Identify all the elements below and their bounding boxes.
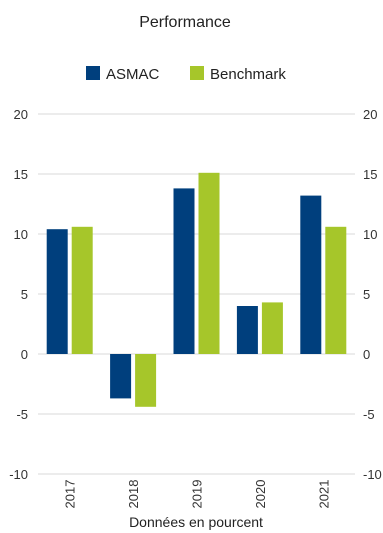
- bar-benchmark-2021: [325, 226, 347, 354]
- bar-benchmark-2017: [71, 226, 93, 354]
- legend-swatch-asmac: [86, 66, 100, 80]
- y-tick-label-right: 20: [363, 107, 377, 122]
- x-tick-label: 2019: [190, 480, 205, 509]
- y-tick-label-left: -5: [16, 407, 28, 422]
- legend-label-asmac: ASMAC: [106, 66, 160, 83]
- legend-swatch-benchmark: [190, 66, 204, 80]
- bar-benchmark-2020: [261, 302, 283, 354]
- y-axis-right: -10 -5 0 5 10 15 20: [363, 107, 382, 482]
- x-axis-label: Données en pourcent: [129, 514, 263, 530]
- x-tick-label: 2021: [316, 480, 331, 509]
- x-tick-label: 2017: [63, 480, 78, 509]
- chart-title: Performance: [139, 14, 231, 31]
- bar-asmac-2017: [46, 229, 68, 354]
- y-tick-label-left: 0: [21, 347, 28, 362]
- bar-asmac-2018: [110, 354, 132, 399]
- y-tick-label-left: 5: [21, 287, 28, 302]
- bar-asmac-2020: [236, 306, 258, 354]
- y-tick-label-left: -10: [9, 467, 28, 482]
- y-tick-label-right: 5: [363, 287, 370, 302]
- y-tick-label-right: -10: [363, 467, 382, 482]
- bar-asmac-2019: [173, 188, 195, 354]
- x-tick-label: 2018: [126, 480, 141, 509]
- bar-benchmark-2019: [198, 172, 220, 354]
- y-tick-label-right: 10: [363, 227, 377, 242]
- bar-benchmark-2018: [135, 354, 157, 407]
- bar-asmac-2021: [300, 195, 322, 354]
- y-tick-label-left: 10: [14, 227, 28, 242]
- legend: ASMAC Benchmark: [86, 66, 286, 83]
- x-axis: 2017 2018 2019 2020 2021: [63, 480, 332, 509]
- y-tick-label-right: 0: [363, 347, 370, 362]
- y-tick-label-left: 20: [14, 107, 28, 122]
- x-tick-label: 2020: [253, 480, 268, 509]
- y-axis-left: -10 -5 0 5 10 15 20: [9, 107, 28, 482]
- legend-label-benchmark: Benchmark: [210, 66, 286, 83]
- y-tick-label-right: 15: [363, 167, 377, 182]
- y-tick-label-right: -5: [363, 407, 375, 422]
- y-tick-label-left: 15: [14, 167, 28, 182]
- bars: [46, 172, 347, 407]
